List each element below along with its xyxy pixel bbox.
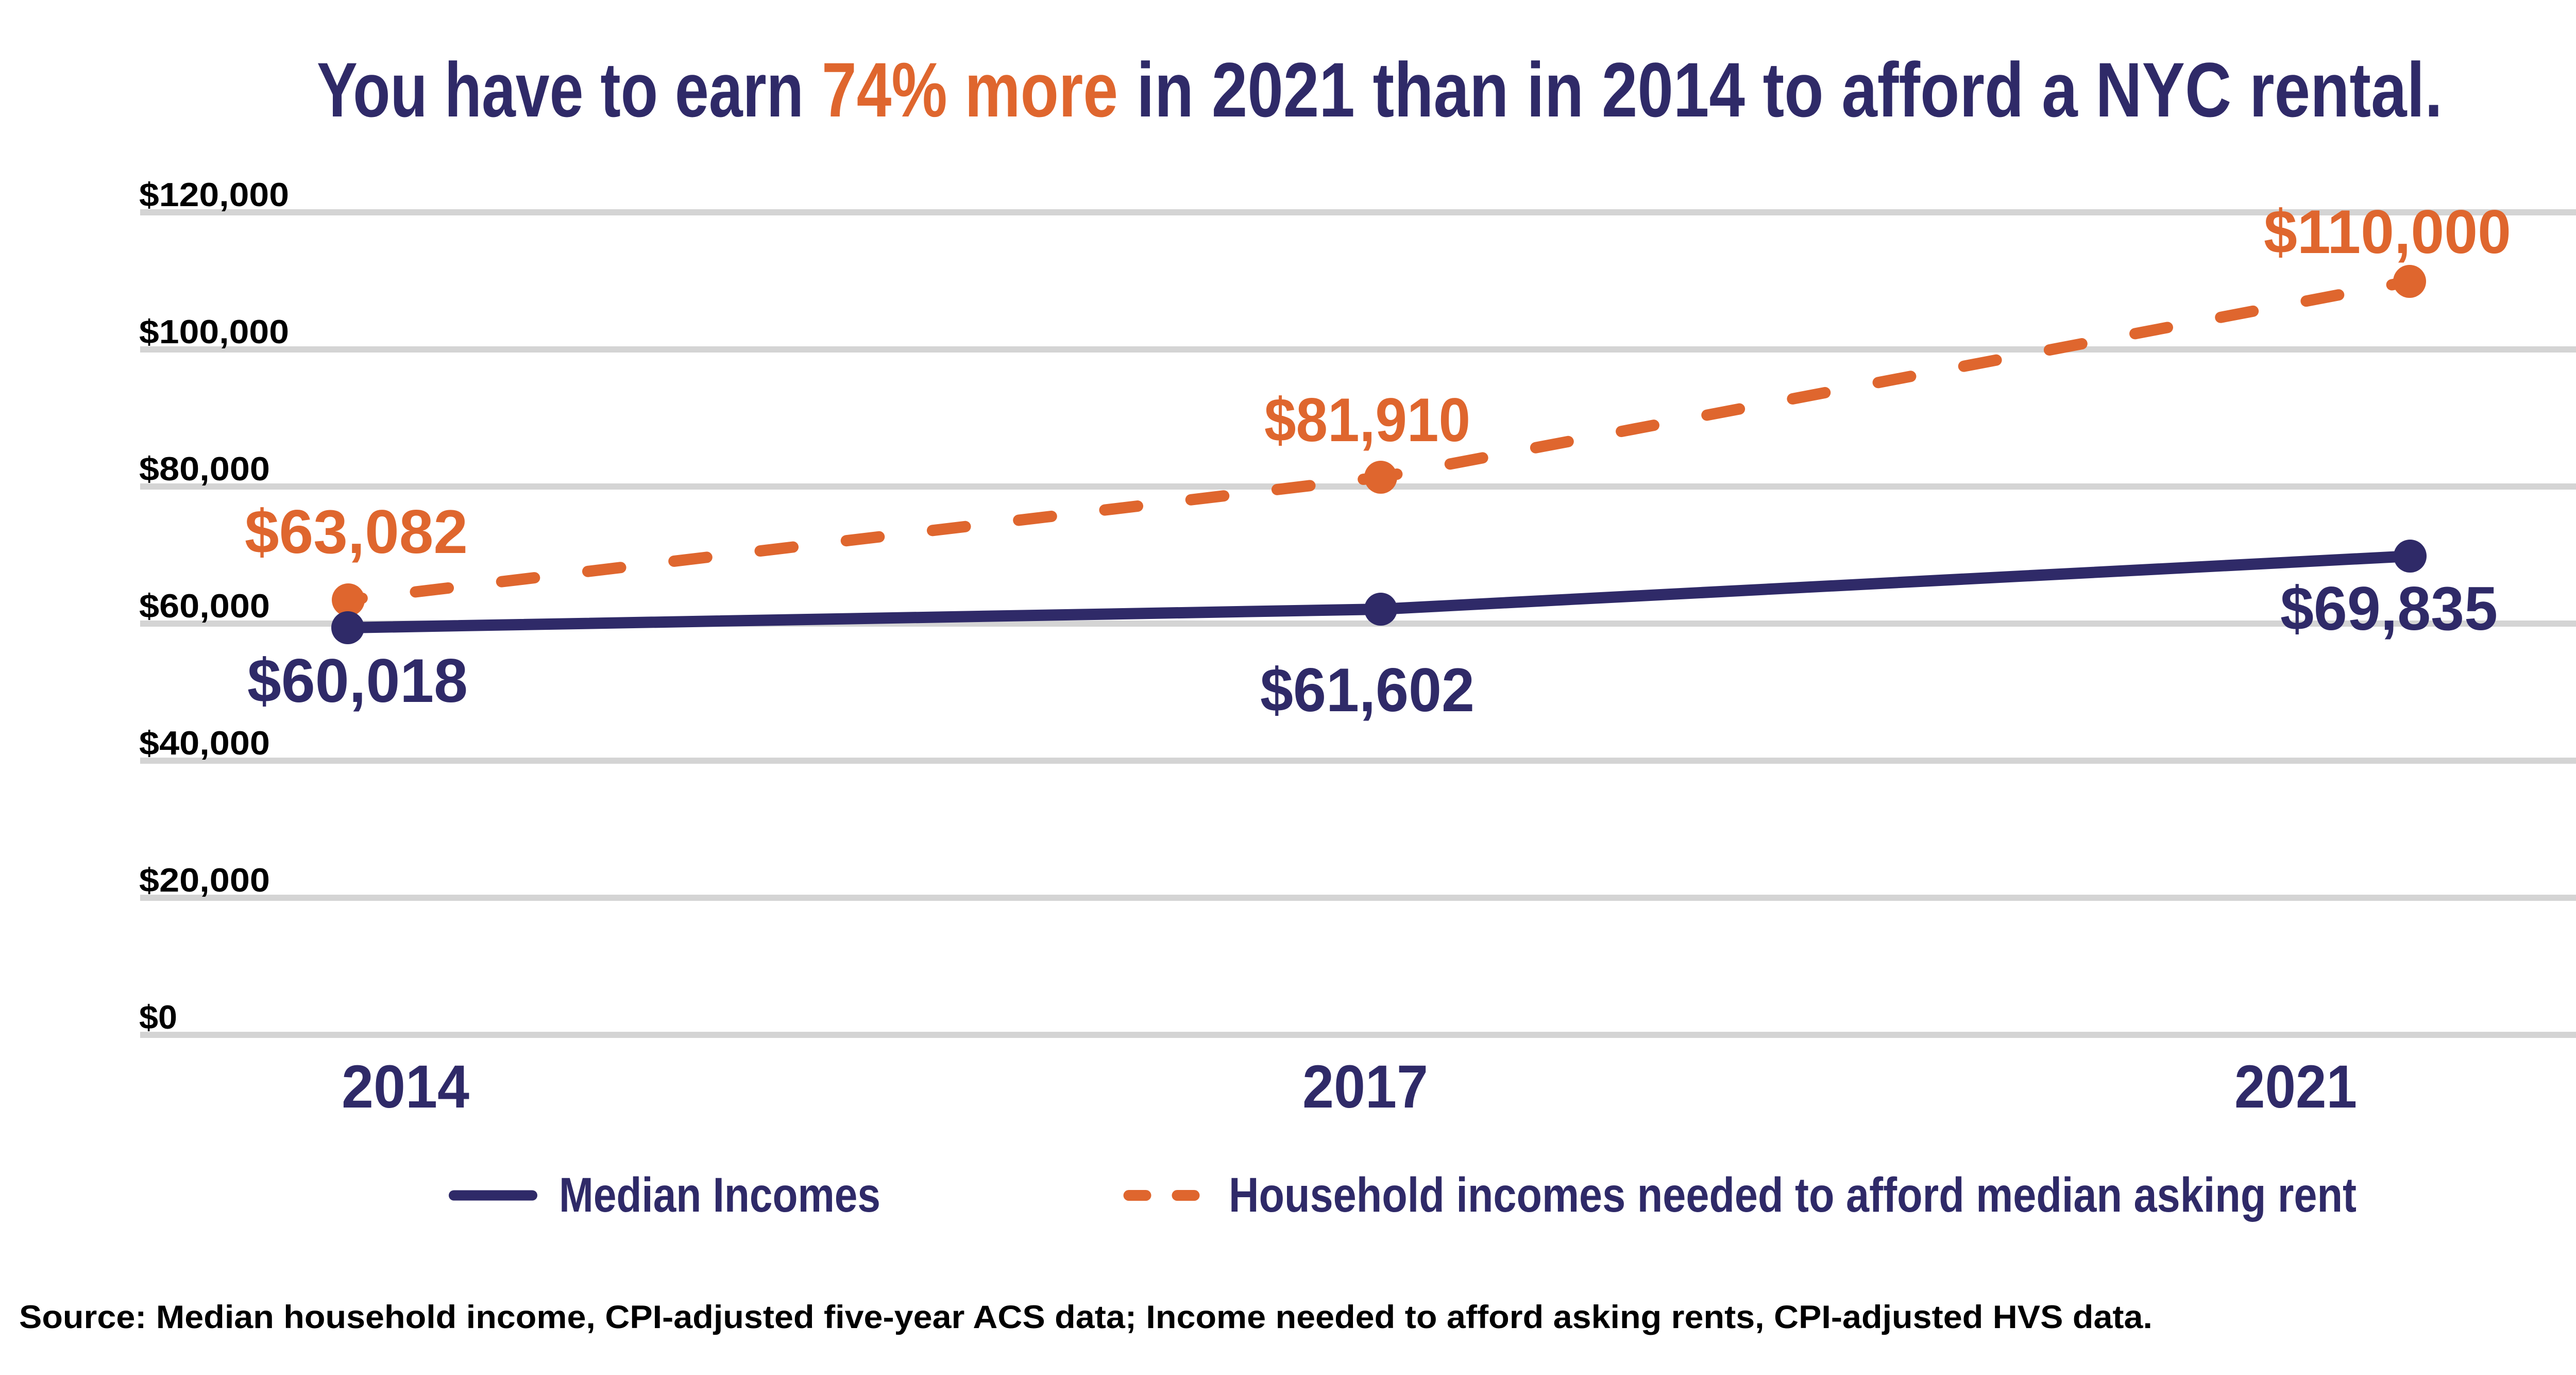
svg-text:$120,000: $120,000 (139, 176, 289, 213)
svg-text:You have to earn: You have to earn (317, 46, 804, 133)
svg-text:$40,000: $40,000 (139, 724, 270, 762)
svg-text:2021: 2021 (2234, 1053, 2357, 1121)
svg-text:74% more: 74% more (822, 46, 1118, 133)
svg-text:$20,000: $20,000 (139, 861, 270, 899)
svg-text:$81,910: $81,910 (1264, 385, 1470, 455)
svg-text:2017: 2017 (1302, 1053, 1428, 1121)
svg-text:$61,602: $61,602 (1260, 656, 1475, 725)
svg-text:$63,082: $63,082 (245, 497, 468, 566)
svg-text:2014: 2014 (342, 1053, 469, 1121)
svg-text:in 2021 than in 2014 to afford: in 2021 than in 2014 to afford a NYC ren… (1137, 46, 2443, 133)
svg-text:$0: $0 (139, 998, 177, 1036)
svg-text:$60,018: $60,018 (247, 646, 468, 715)
svg-text:$60,000: $60,000 (139, 587, 270, 625)
svg-text:$80,000: $80,000 (139, 450, 270, 488)
svg-text:$69,835: $69,835 (2280, 574, 2498, 643)
svg-text:Household incomes needed to af: Household incomes needed to afford media… (1229, 1168, 2357, 1222)
svg-text:$100,000: $100,000 (139, 313, 289, 350)
svg-text:$110,000: $110,000 (2264, 197, 2511, 266)
svg-text:Source: Median household incom: Source: Median household income, CPI-adj… (19, 1299, 2153, 1335)
svg-text:Median Incomes: Median Incomes (559, 1168, 880, 1222)
